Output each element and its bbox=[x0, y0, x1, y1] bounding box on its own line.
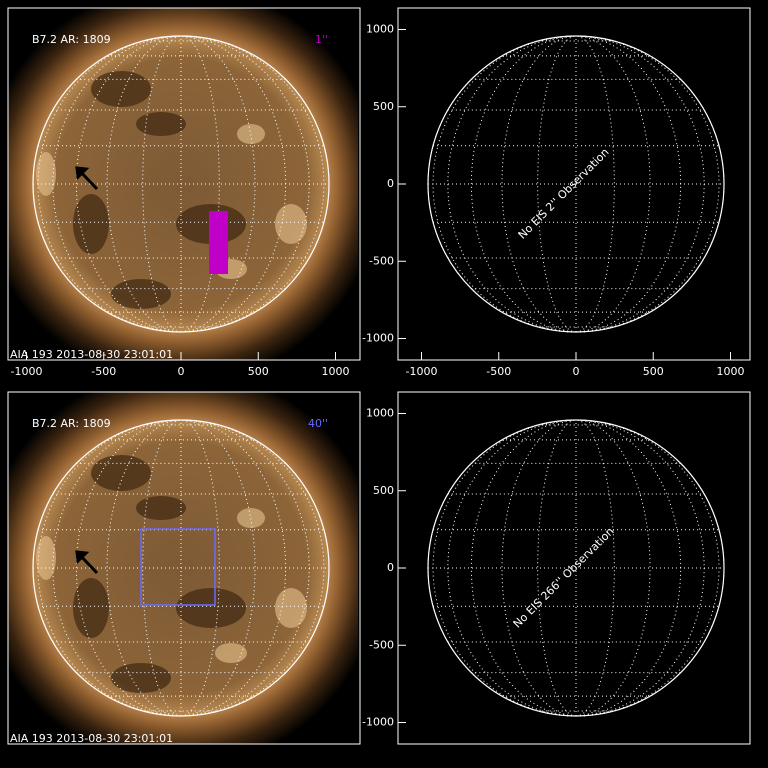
x-tick-label: -1000 bbox=[406, 365, 438, 378]
x-tick-label: 500 bbox=[643, 365, 664, 378]
dark-region bbox=[91, 455, 151, 491]
size-label: 40'' bbox=[308, 417, 328, 430]
y-tick-label: -1000 bbox=[362, 332, 394, 345]
eis-slit bbox=[209, 211, 228, 274]
no-observation-message: No EIS 266'' Observation bbox=[511, 525, 617, 631]
x-tick-label: -1000 bbox=[11, 365, 43, 378]
y-tick-label: 500 bbox=[373, 100, 394, 113]
bright-region bbox=[36, 536, 56, 580]
y-tick-label: 0 bbox=[387, 177, 394, 190]
longitude-line bbox=[447, 419, 577, 717]
timestamp: AIA 193 2013-08-30 23:01:01 bbox=[10, 348, 173, 361]
longitude-line bbox=[142, 419, 182, 717]
panel: B7.2 AR: 1809 40'' AIA 193 2013-08-30 23:0… bbox=[7, 391, 361, 745]
longitude-line bbox=[427, 35, 577, 333]
x-tick-label: -500 bbox=[486, 365, 511, 378]
y-tick-label: 1000 bbox=[366, 407, 394, 420]
longitude-line bbox=[575, 419, 615, 717]
bright-region bbox=[237, 508, 265, 528]
longitude-line bbox=[537, 419, 577, 717]
y-tick-label: 0 bbox=[387, 561, 394, 574]
limb bbox=[32, 35, 330, 333]
dark-region bbox=[111, 279, 171, 309]
dark-region bbox=[176, 588, 246, 628]
y-tick-label: 500 bbox=[373, 484, 394, 497]
dark-region bbox=[136, 496, 186, 520]
limb bbox=[427, 419, 725, 717]
panel: No EIS 2'' Observation -1000 -500 0 500 1000 1… bbox=[362, 7, 751, 378]
bright-region bbox=[36, 152, 56, 196]
longitude-line bbox=[427, 419, 577, 717]
arrow bbox=[75, 166, 99, 191]
bright-region bbox=[275, 588, 307, 628]
x-tick-label: 1000 bbox=[322, 365, 350, 378]
panel: B7.2 AR: 1809 1'' AIA 193 2013-08-30 23:01… bbox=[7, 7, 361, 378]
longitude-line bbox=[575, 419, 725, 717]
dark-region bbox=[91, 71, 151, 107]
dark-region bbox=[111, 663, 171, 693]
longitude-line bbox=[180, 419, 325, 717]
panel: No EIS 266'' Observation 1000 500 0 -500 -100… bbox=[362, 391, 751, 745]
limb bbox=[427, 35, 725, 333]
longitude-line bbox=[575, 35, 615, 333]
y-tick-label: -1000 bbox=[362, 716, 394, 729]
bright-region bbox=[237, 124, 265, 144]
longitude-line bbox=[52, 419, 182, 717]
longitude-line bbox=[575, 419, 720, 717]
x-tick-label: 0 bbox=[573, 365, 580, 378]
longitude-line bbox=[142, 35, 182, 333]
longitude-line bbox=[575, 35, 705, 333]
longitude-line bbox=[575, 35, 720, 333]
arrow bbox=[75, 550, 99, 575]
bright-region bbox=[215, 643, 247, 663]
panel-label: B7.2 AR: 1809 bbox=[32, 417, 111, 430]
longitude-line bbox=[180, 35, 310, 333]
longitude-line bbox=[537, 35, 577, 333]
panel-label: B7.2 AR: 1809 bbox=[32, 33, 111, 46]
x-tick-label: -500 bbox=[91, 365, 116, 378]
sun-image bbox=[8, 392, 358, 744]
longitude-line bbox=[180, 419, 310, 717]
limb bbox=[32, 419, 330, 717]
y-tick-label: -500 bbox=[369, 638, 394, 651]
no-observation-message: No EIS 2'' Observation bbox=[516, 146, 612, 242]
longitude-line bbox=[575, 35, 725, 333]
longitude-line bbox=[180, 35, 325, 333]
dark-region bbox=[73, 578, 109, 638]
size-label: 1'' bbox=[315, 33, 328, 46]
dark-region bbox=[136, 112, 186, 136]
dark-region bbox=[73, 194, 109, 254]
x-tick-label: 500 bbox=[248, 365, 269, 378]
x-tick-label: 1000 bbox=[717, 365, 745, 378]
longitude-line bbox=[52, 35, 182, 333]
longitude-line bbox=[180, 419, 220, 717]
longitude-line bbox=[447, 35, 577, 333]
frame bbox=[7, 391, 361, 745]
frame bbox=[7, 7, 361, 361]
longitude-line bbox=[575, 419, 705, 717]
longitude-line bbox=[180, 35, 220, 333]
y-tick-label: -500 bbox=[369, 254, 394, 267]
x-tick-label: 0 bbox=[178, 365, 185, 378]
bright-region bbox=[275, 204, 307, 244]
timestamp: AIA 193 2013-08-30 23:01:01 bbox=[10, 732, 173, 745]
y-tick-label: 1000 bbox=[366, 23, 394, 36]
eis-fov bbox=[140, 528, 216, 606]
sun-image bbox=[8, 8, 358, 360]
